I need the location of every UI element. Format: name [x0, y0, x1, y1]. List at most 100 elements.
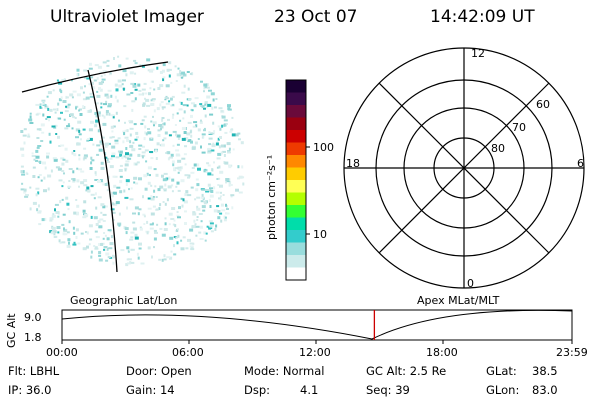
- uv-speckle: [76, 179, 80, 183]
- uv-speckle: [71, 96, 74, 99]
- uv-speckle: [138, 93, 143, 96]
- uv-speckle: [176, 228, 179, 232]
- uv-speckle: [72, 243, 77, 246]
- uv-speckle: [75, 211, 79, 215]
- x-tick-label-0: 00:00: [46, 346, 78, 359]
- uv-speckle: [36, 137, 40, 139]
- uv-speckle: [213, 161, 215, 164]
- uv-speckle: [183, 110, 186, 114]
- uv-speckle: [52, 230, 57, 234]
- uv-speckle: [90, 161, 93, 165]
- uv-speckle: [205, 190, 210, 193]
- uv-speckle: [88, 67, 93, 70]
- uv-speckle: [203, 129, 206, 132]
- uv-speckle: [184, 137, 189, 140]
- uv-speckle: [149, 69, 154, 73]
- uv-speckle: [60, 144, 65, 147]
- uv-speckle: [65, 159, 69, 163]
- uv-speckle: [184, 210, 187, 213]
- uv-speckle: [173, 244, 175, 248]
- uv-speckle: [73, 231, 76, 235]
- uv-speckle: [108, 112, 111, 116]
- uv-speckle: [213, 186, 216, 190]
- uv-speckle: [104, 183, 108, 186]
- uv-speckle: [83, 156, 87, 160]
- uv-speckle: [197, 167, 201, 171]
- uv-speckle: [150, 120, 153, 123]
- uv-speckle: [184, 163, 187, 166]
- uv-speckle: [117, 222, 122, 226]
- uv-speckle: [201, 105, 205, 109]
- uv-speckle: [65, 105, 70, 109]
- uv-speckle: [120, 249, 125, 252]
- uv-speckle: [64, 147, 68, 151]
- uv-speckle: [198, 213, 203, 215]
- uv-speckle: [137, 212, 140, 216]
- uv-speckle: [115, 88, 119, 92]
- uv-speckle: [60, 90, 63, 94]
- uv-speckle: [180, 101, 183, 105]
- uv-speckle: [163, 254, 166, 258]
- uv-speckle: [197, 128, 201, 132]
- uv-speckle: [60, 111, 63, 114]
- uv-speckle: [159, 185, 164, 189]
- uv-speckle: [106, 158, 109, 162]
- uv-speckle: [122, 69, 127, 73]
- uv-speckle: [89, 95, 94, 98]
- uv-speckle: [144, 125, 147, 129]
- uv-speckle: [208, 143, 212, 146]
- uv-speckle: [146, 104, 151, 107]
- uv-speckle: [112, 175, 116, 178]
- uv-speckle: [148, 92, 151, 96]
- uv-speckle: [128, 188, 130, 191]
- x-tick-label-4: 23:59: [556, 346, 588, 359]
- uv-speckle: [237, 165, 240, 169]
- uv-speckle: [187, 98, 192, 101]
- uv-speckle: [147, 128, 150, 130]
- uv-speckle: [150, 197, 155, 201]
- uv-speckle: [102, 237, 105, 240]
- uv-speckle: [36, 146, 40, 149]
- uv-speckle: [206, 162, 210, 165]
- uv-speckle: [215, 142, 219, 146]
- uv-speckle: [114, 95, 117, 99]
- uv-speckle: [114, 83, 118, 87]
- uv-speckle: [208, 131, 211, 135]
- uv-speckle: [46, 95, 49, 98]
- uv-speckle: [23, 191, 27, 194]
- uv-speckle: [169, 97, 173, 101]
- uv-speckle: [200, 119, 202, 122]
- uv-speckle: [164, 217, 167, 220]
- uv-speckle: [61, 79, 66, 81]
- uv-speckle: [143, 137, 146, 141]
- uv-speckle: [168, 223, 171, 226]
- uv-speckle: [163, 122, 166, 126]
- polar-diagonal-2: [378, 82, 550, 254]
- uv-speckle: [77, 120, 82, 124]
- uv-speckle: [147, 181, 151, 185]
- uv-speckle: [37, 191, 40, 195]
- uv-speckle: [88, 83, 92, 86]
- uv-speckle: [77, 242, 81, 245]
- uv-speckle: [61, 223, 65, 226]
- uv-speckle: [159, 71, 163, 74]
- uv-speckle: [149, 227, 154, 230]
- uv-speckle: [44, 217, 47, 221]
- uv-speckle: [62, 158, 66, 161]
- uv-speckle: [152, 115, 154, 118]
- uv-speckle: [213, 209, 218, 213]
- uv-speckle: [190, 114, 193, 118]
- uv-speckle: [135, 163, 138, 166]
- uv-speckle: [194, 141, 198, 145]
- uv-speckle: [194, 97, 199, 100]
- uv-speckle: [129, 127, 134, 130]
- colorbar-segment: [286, 142, 306, 156]
- uv-speckle: [117, 79, 122, 83]
- uv-speckle: [210, 132, 215, 135]
- uv-speckle: [110, 94, 113, 98]
- uv-speckle: [203, 90, 205, 93]
- uv-speckle: [53, 236, 57, 238]
- uv-speckle: [204, 101, 208, 105]
- uv-speckle: [161, 118, 164, 122]
- lat-grid-line: [21, 61, 169, 93]
